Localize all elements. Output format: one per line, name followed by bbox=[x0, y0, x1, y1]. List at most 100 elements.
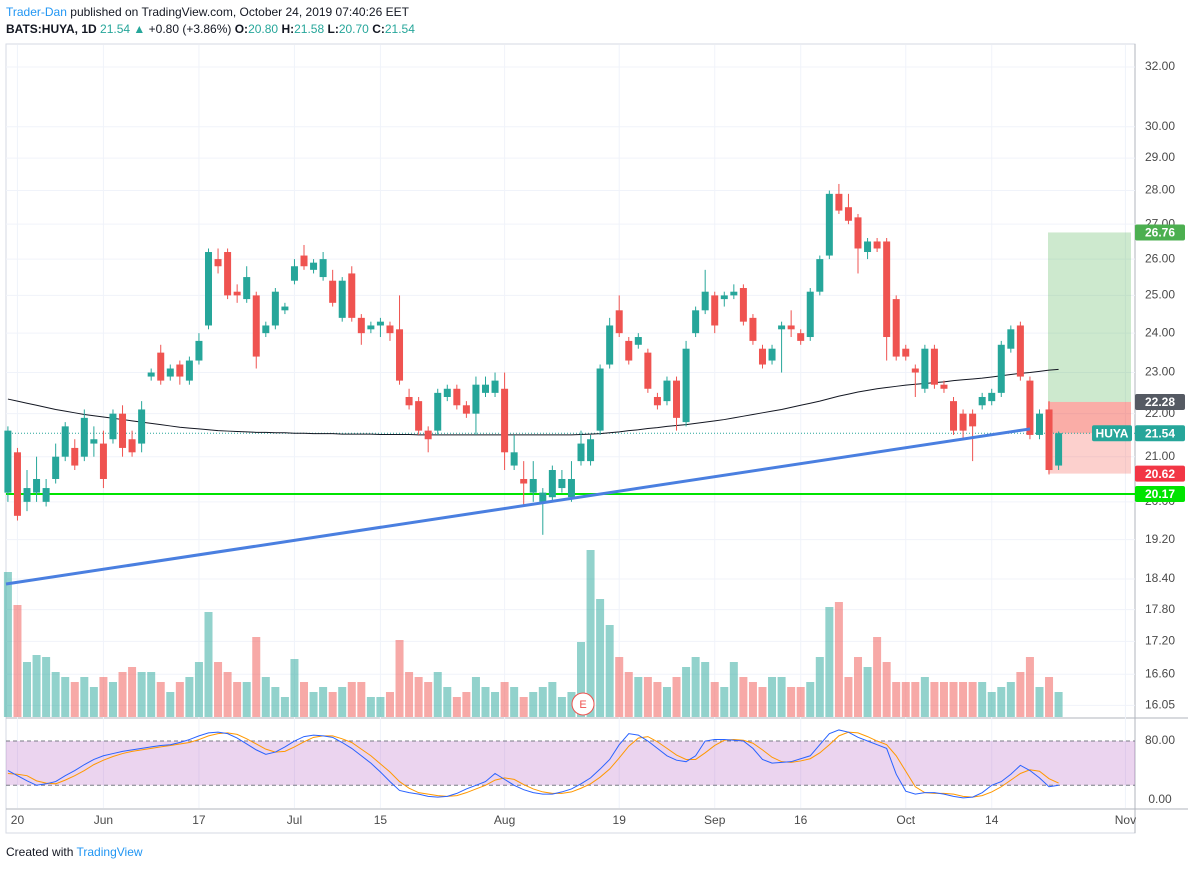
candle-body bbox=[52, 456, 60, 479]
published: published on TradingView.com, October 24… bbox=[70, 5, 409, 19]
footer-brand[interactable]: TradingView bbox=[76, 845, 143, 859]
volume-bar bbox=[634, 677, 643, 717]
volume-bar bbox=[643, 677, 652, 717]
volume-bar bbox=[834, 602, 843, 717]
candle-body bbox=[587, 439, 595, 462]
candle-body bbox=[185, 360, 193, 381]
volume-bar bbox=[300, 682, 309, 717]
volume-bar bbox=[1045, 677, 1054, 717]
volume-bar bbox=[978, 682, 987, 717]
candle-body bbox=[357, 317, 365, 334]
low-label: L: bbox=[327, 22, 339, 36]
candle-body bbox=[873, 241, 881, 249]
support-tag: 20.17 bbox=[1145, 487, 1175, 501]
candle-body bbox=[233, 291, 241, 296]
candle-body bbox=[529, 478, 537, 493]
candle-body bbox=[749, 317, 757, 341]
volume-bar bbox=[1016, 672, 1025, 717]
y-tick-label: 25.00 bbox=[1145, 288, 1175, 302]
x-tick-label: 20 bbox=[11, 813, 25, 827]
candle-body bbox=[443, 388, 451, 397]
candle-body bbox=[567, 478, 575, 498]
volume-bar bbox=[968, 682, 977, 717]
volume-bar bbox=[89, 687, 98, 717]
volume-bar bbox=[510, 687, 519, 717]
y-tick-label: 26.00 bbox=[1145, 251, 1175, 265]
author[interactable]: Trader-Dan bbox=[6, 5, 67, 19]
candle-body bbox=[99, 443, 107, 479]
candle-body bbox=[348, 273, 356, 318]
volume-bar bbox=[615, 657, 624, 717]
candle-body bbox=[147, 372, 155, 377]
candle-body bbox=[959, 413, 967, 431]
candle-body bbox=[577, 443, 585, 462]
candle-body bbox=[758, 348, 766, 365]
candle-body bbox=[4, 430, 12, 493]
earnings-label: E bbox=[579, 699, 586, 711]
volume-bar bbox=[825, 607, 834, 717]
volume-bar bbox=[911, 682, 920, 717]
volume-bar bbox=[338, 687, 347, 717]
candle-body bbox=[138, 409, 146, 444]
y-tick-label: 16.60 bbox=[1145, 666, 1175, 680]
volume-bar bbox=[204, 612, 213, 717]
volume-bar bbox=[462, 692, 471, 717]
volume-bar bbox=[233, 682, 242, 717]
candle-body bbox=[415, 401, 423, 431]
candle-body bbox=[539, 492, 547, 502]
volume-bar bbox=[405, 672, 414, 717]
volume-bar bbox=[223, 672, 232, 717]
volume-bar bbox=[577, 642, 586, 717]
volume-bar bbox=[319, 687, 328, 717]
volume-bar bbox=[242, 682, 251, 717]
x-tick-label: 16 bbox=[794, 813, 808, 827]
volume-bar bbox=[930, 682, 939, 717]
candle-body bbox=[195, 340, 203, 361]
volume-bar bbox=[214, 662, 223, 717]
publish-line: Trader-Dan published on TradingView.com,… bbox=[6, 5, 409, 19]
candle-body bbox=[109, 413, 117, 440]
stop-tag: 20.62 bbox=[1145, 467, 1175, 481]
volume-bar bbox=[261, 677, 270, 717]
volume-bar bbox=[882, 662, 891, 717]
x-tick-label: Oct bbox=[896, 813, 915, 827]
volume-bar bbox=[710, 682, 719, 717]
volume-bar bbox=[137, 672, 146, 717]
candle-body bbox=[376, 321, 384, 326]
volume-bar bbox=[682, 667, 691, 717]
candle-body bbox=[1016, 325, 1024, 377]
volume-bar bbox=[997, 687, 1006, 717]
candle-body bbox=[23, 488, 31, 502]
candle-body bbox=[434, 392, 442, 431]
candle-body bbox=[13, 452, 21, 516]
candle-body bbox=[214, 259, 222, 267]
candle-body bbox=[42, 488, 50, 502]
candle-body bbox=[720, 295, 728, 300]
candle-body bbox=[921, 348, 929, 389]
volume-bar bbox=[854, 657, 863, 717]
candle-body bbox=[119, 413, 127, 448]
volume-bar bbox=[385, 692, 394, 717]
volume-bar bbox=[481, 687, 490, 717]
candle-body bbox=[166, 368, 174, 377]
low: 20.70 bbox=[338, 22, 369, 36]
volume-bar bbox=[128, 667, 137, 717]
volume-bar bbox=[557, 697, 566, 717]
x-tick-label: 19 bbox=[613, 813, 627, 827]
candle-body bbox=[606, 325, 614, 365]
volume-bar bbox=[280, 697, 289, 717]
candle-body bbox=[930, 348, 938, 385]
volume-bar bbox=[892, 682, 901, 717]
volume-bar bbox=[662, 687, 671, 717]
volume-bar bbox=[529, 692, 538, 717]
footer-prefix: Created with bbox=[6, 845, 74, 859]
candle-body bbox=[1026, 380, 1034, 435]
candle-body bbox=[634, 337, 642, 345]
candle-body bbox=[787, 325, 795, 330]
volume-bar bbox=[768, 677, 777, 717]
volume-bar bbox=[672, 677, 681, 717]
open: 20.80 bbox=[248, 22, 279, 36]
volume-bar bbox=[844, 677, 853, 717]
candle-body bbox=[128, 439, 136, 453]
volume-bar bbox=[538, 687, 547, 717]
